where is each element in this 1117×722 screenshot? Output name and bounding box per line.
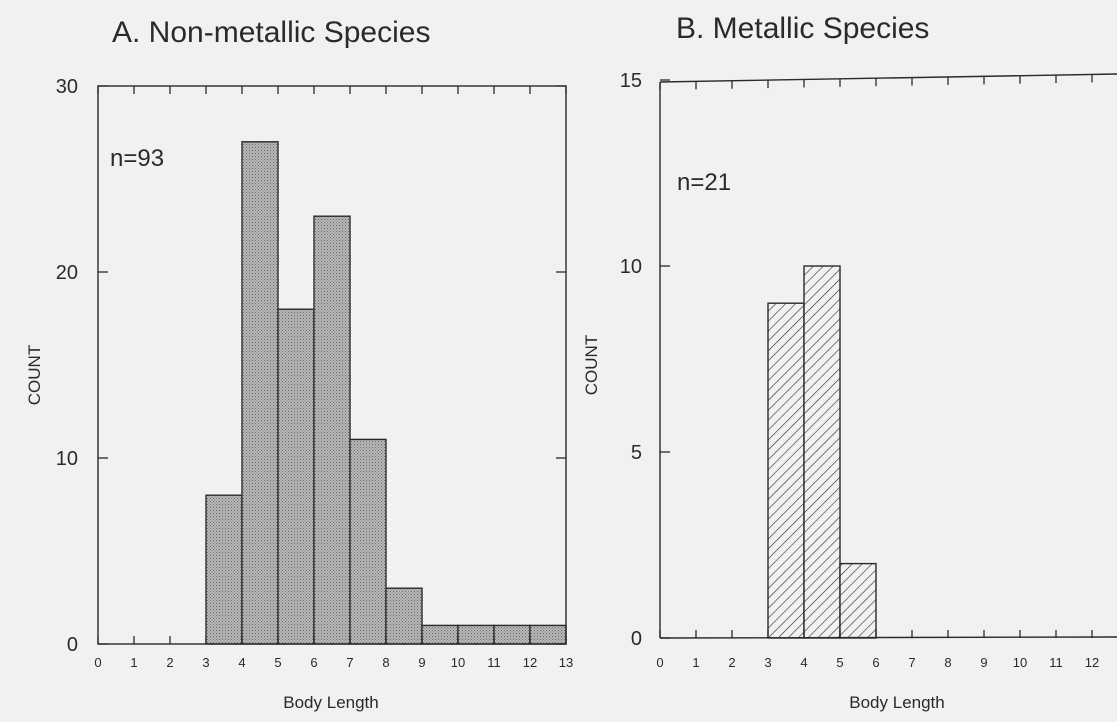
panel-a-bar-9-10 xyxy=(421,624,459,645)
panel-b-x-tick-label-5: 5 xyxy=(836,655,843,670)
panel-a-bar-4-5 xyxy=(241,141,279,645)
panel-b-x-tick-label-6: 6 xyxy=(872,655,879,670)
panel-a-x-tick-label-7: 7 xyxy=(346,655,353,670)
panel-b-bottom-axis xyxy=(659,636,1117,639)
panel-a-bar-5-6 xyxy=(277,308,315,645)
panel-a-sample-size: n=93 xyxy=(110,145,164,172)
panel-a-x-axis-label: Body Length xyxy=(283,693,378,712)
panel-a-bar-7-8 xyxy=(349,438,387,645)
panel-a-x-tick-label-1: 1 xyxy=(130,655,137,670)
panel-b-x-tick-label-12: 12 xyxy=(1085,655,1099,670)
panel-a-non-metallic: A. Non-metallic Species n=93 COUNT Body … xyxy=(25,16,573,712)
panel-b-sample-size: n=21 xyxy=(677,169,731,196)
panel-b-x-tick-label-11: 11 xyxy=(1049,655,1063,670)
panel-a-x-tick-label-8: 8 xyxy=(382,655,389,670)
panel-b-bar-5-6 xyxy=(839,562,877,639)
panel-a-x-tick-label-6: 6 xyxy=(310,655,317,670)
panel-b-x-tick-label-8: 8 xyxy=(944,655,951,670)
panel-b-x-tick-label-9: 9 xyxy=(980,655,987,670)
panel-b-y-tick-label-15: 15 xyxy=(620,70,642,92)
panel-a-bar-6-7 xyxy=(313,215,351,645)
panel-a-y-tick-label-0: 0 xyxy=(67,634,78,656)
panel-a-x-tick-label-3: 3 xyxy=(202,655,209,670)
panel-a-bar-10-11 xyxy=(457,624,495,645)
panel-a-plot-frame xyxy=(97,85,567,645)
panel-a-x-tick-label-5: 5 xyxy=(274,655,281,670)
panel-b-x-axis-label: Body Length xyxy=(849,693,944,712)
panel-a-y-tick-label-30: 30 xyxy=(56,76,78,98)
panel-a-x-tick-label-9: 9 xyxy=(418,655,425,670)
panel-b-bar-4-5 xyxy=(803,265,841,639)
panel-b-x-tick-label-7: 7 xyxy=(908,655,915,670)
panel-a-y-tick-label-20: 20 xyxy=(56,262,78,284)
panel-a-bar-11-12 xyxy=(493,624,531,645)
panel-a-x-tick-label-4: 4 xyxy=(238,655,245,670)
panel-a-bar-8-9 xyxy=(385,587,423,645)
panel-a-x-tick-label-0: 0 xyxy=(94,655,101,670)
panel-b-bar-3-4 xyxy=(767,302,805,639)
panel-b-x-tick-label-10: 10 xyxy=(1013,655,1027,670)
panel-b-x-tick-label-0: 0 xyxy=(656,655,663,670)
panel-b-metallic: B. Metallic Species n=21 COUNT Body Leng… xyxy=(582,12,1117,712)
panel-b-title: B. Metallic Species xyxy=(676,12,929,45)
panel-a-y-tick-label-10: 10 xyxy=(56,448,78,470)
panel-a-x-tick-label-13: 13 xyxy=(559,655,573,670)
panel-b-x-tick-label-1: 1 xyxy=(692,655,699,670)
panel-a-bar-3-4 xyxy=(205,494,243,645)
panel-a-x-tick-label-10: 10 xyxy=(451,655,465,670)
panel-a-x-tick-label-2: 2 xyxy=(166,655,173,670)
panel-b-y-tick-label-5: 5 xyxy=(631,442,642,464)
panel-a-y-axis-label: COUNT xyxy=(25,345,44,405)
panel-b-y-tick-label-10: 10 xyxy=(620,256,642,278)
panel-b-y-axis-label: COUNT xyxy=(582,335,601,395)
panel-b-x-tick-label-3: 3 xyxy=(764,655,771,670)
panel-a-x-tick-label-11: 11 xyxy=(487,655,501,670)
panel-a-bar-12-13 xyxy=(529,624,567,645)
panel-b-top-axis xyxy=(659,73,1117,83)
panel-b-y-tick-label-0: 0 xyxy=(631,628,642,650)
panel-b-x-tick-label-4: 4 xyxy=(800,655,807,670)
panel-a-x-tick-label-12: 12 xyxy=(523,655,537,670)
panel-a-title: A. Non-metallic Species xyxy=(112,16,430,49)
panel-b-x-tick-label-2: 2 xyxy=(728,655,735,670)
